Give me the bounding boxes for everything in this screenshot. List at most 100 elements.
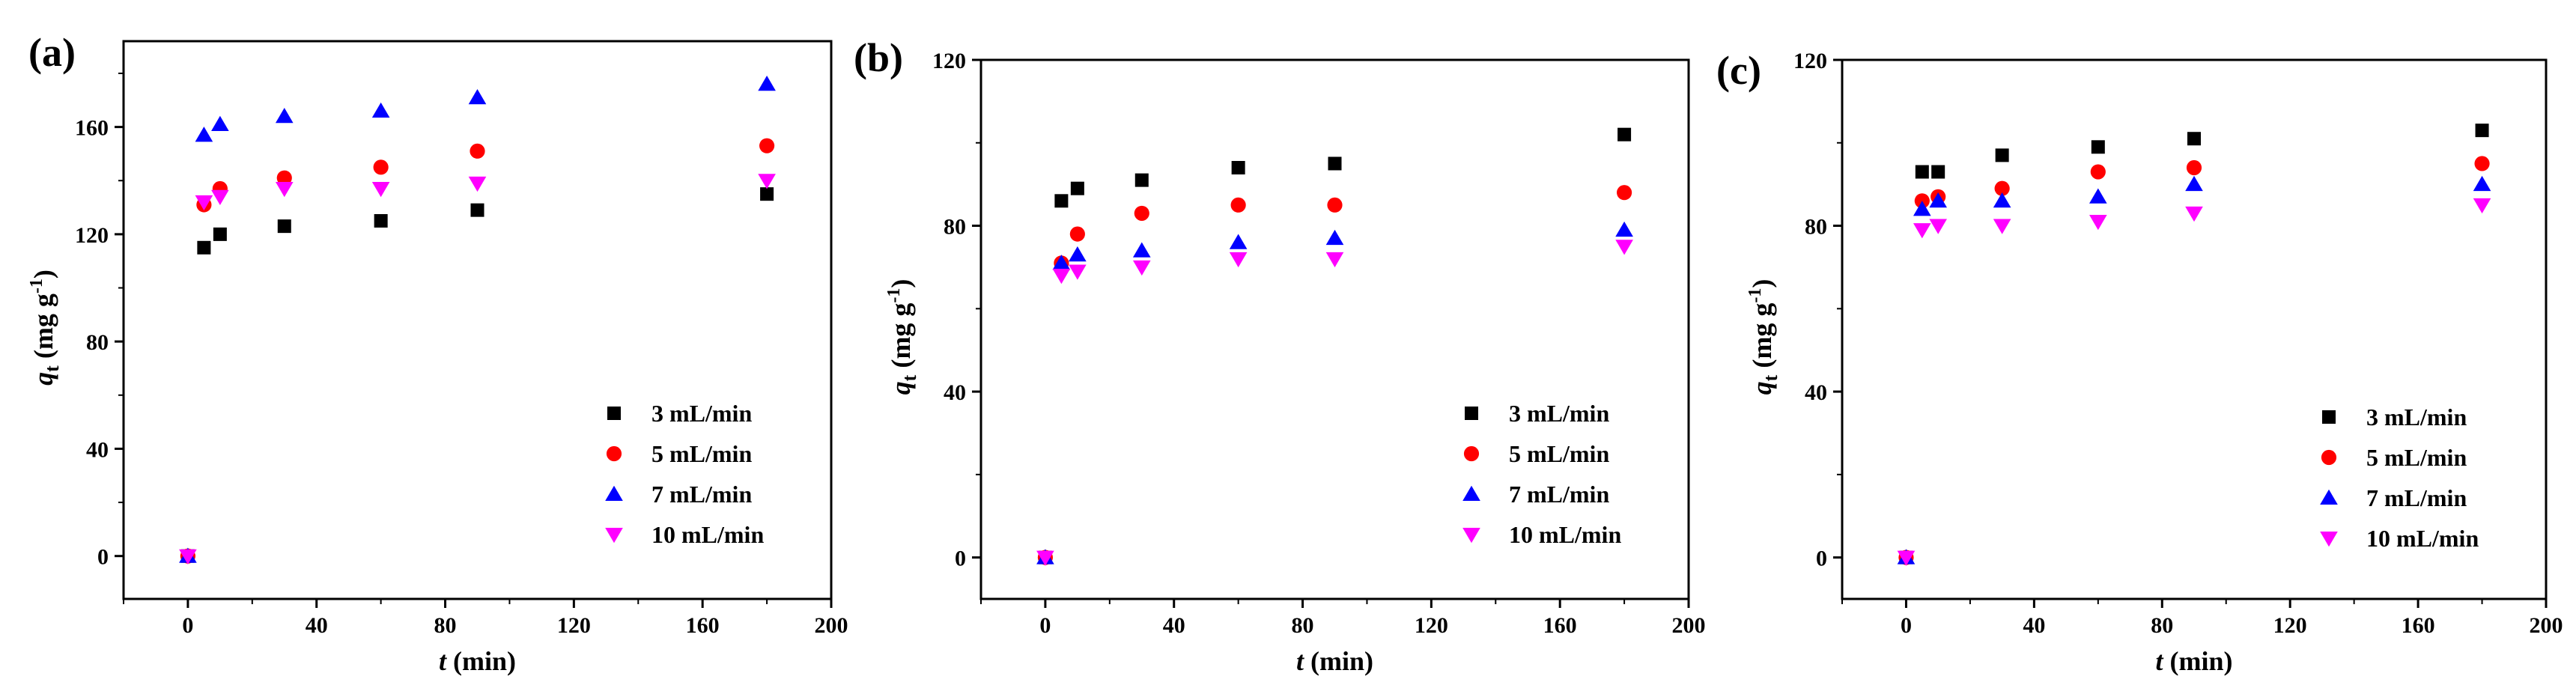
x-tick-label: 200 — [2530, 613, 2563, 638]
x-tick-label: 40 — [306, 613, 328, 638]
data-point — [2090, 164, 2106, 180]
x-tick-label: 80 — [1292, 613, 1314, 638]
data-point — [2475, 124, 2489, 138]
data-point — [1328, 156, 1342, 171]
legend-label: 7 mL/min — [651, 481, 752, 508]
legend-label: 3 mL/min — [1509, 400, 1609, 427]
data-point — [277, 219, 291, 234]
data-point — [1993, 192, 2011, 208]
legend-label: 5 mL/min — [651, 440, 752, 467]
data-point — [758, 76, 776, 91]
legend-marker — [1465, 407, 1478, 420]
data-point — [1070, 181, 1084, 195]
y-tick-label: 40 — [86, 437, 109, 462]
x-tick-label: 160 — [2402, 613, 2435, 638]
chart-panel-2: (b) 0 40 80 120 160 200 0 40 80 120 t (min) qt (mg g… — [854, 35, 1706, 676]
data-point — [470, 203, 484, 217]
x-tick-label: 40 — [1163, 613, 1185, 638]
series-7-ml-min — [1036, 221, 1633, 564]
data-point — [276, 170, 292, 186]
x-tick-label: 80 — [2151, 613, 2173, 638]
data-point — [195, 127, 213, 142]
y-tick-label: 120 — [75, 223, 109, 248]
y-tick-label: 160 — [75, 116, 109, 141]
data-point — [2185, 206, 2203, 222]
chart-panel-3: (c) 0 40 80 120 160 200 0 40 80 120 t (min) qt (mg g… — [1716, 48, 2563, 676]
x-tick-label: 120 — [1415, 613, 1448, 638]
panel-label: (b) — [854, 35, 903, 80]
data-point — [1069, 246, 1087, 262]
data-point — [1052, 255, 1071, 270]
legend-marker — [607, 407, 621, 420]
y-tick-label: 80 — [1805, 215, 1827, 240]
x-tick-label: 200 — [815, 613, 848, 638]
legend-label: 7 mL/min — [1509, 481, 1609, 508]
legend-marker — [605, 485, 623, 501]
y-tick-label: 40 — [944, 380, 966, 405]
series-10-ml-min — [1897, 198, 2491, 566]
legend-marker — [2320, 489, 2338, 505]
x-axis-title: t (min) — [1296, 646, 1373, 676]
y-tick-label: 0 — [955, 547, 966, 571]
legend-label: 7 mL/min — [2366, 484, 2467, 511]
data-point — [2187, 132, 2201, 146]
x-tick-label: 160 — [686, 613, 720, 638]
data-point — [758, 174, 776, 189]
data-point — [374, 213, 388, 228]
series-10-ml-min — [1036, 240, 1633, 566]
y-tick-label: 80 — [944, 215, 966, 240]
data-point — [1325, 252, 1344, 268]
y-tick-label: 120 — [932, 49, 966, 73]
data-point — [1052, 269, 1071, 284]
x-tick-label: 120 — [557, 613, 591, 638]
data-point — [1231, 161, 1245, 174]
legend-marker — [2320, 532, 2338, 547]
legend-label: 3 mL/min — [2366, 404, 2467, 430]
chart-panel-1: (a) 0 40 80 120 160 200 0 40 80 120 160 t (min) qt (m… — [27, 30, 848, 676]
data-point — [371, 102, 390, 118]
legend: 3 mL/min 5 mL/min 7 mL/min 10 mL/min — [605, 400, 764, 548]
y-axis-title: qt (mg g-1) — [1746, 279, 1781, 395]
x-tick-label: 160 — [1543, 613, 1577, 638]
data-point — [195, 195, 213, 211]
series-10-ml-min — [179, 174, 776, 564]
data-point — [1054, 194, 1069, 208]
y-axis-title: qt (mg g-1) — [27, 270, 63, 386]
legend: 3 mL/min 5 mL/min 7 mL/min 10 mL/min — [2320, 404, 2479, 552]
data-point — [1229, 234, 1248, 249]
data-point — [2186, 159, 2202, 176]
data-point — [2473, 175, 2491, 192]
data-point — [1229, 252, 1248, 268]
panel-label: (c) — [1716, 48, 1761, 93]
data-point — [1325, 229, 1344, 246]
data-point — [1993, 219, 2011, 234]
panel-label: (a) — [28, 30, 76, 75]
data-point — [1994, 180, 2010, 196]
legend-marker — [606, 445, 622, 462]
data-point — [1929, 192, 1947, 208]
data-point — [1913, 201, 1931, 216]
x-tick-label: 120 — [2273, 613, 2307, 638]
series-5-ml-min — [180, 138, 775, 564]
y-tick-label: 80 — [86, 330, 109, 355]
data-point — [373, 159, 389, 175]
data-point — [2474, 156, 2490, 171]
data-point — [1615, 240, 1633, 255]
x-tick-label: 200 — [1672, 613, 1706, 638]
legend-marker — [1463, 445, 1480, 462]
data-point — [468, 176, 487, 192]
data-point — [211, 189, 229, 205]
data-point — [371, 181, 390, 198]
plot-frame — [979, 58, 1690, 600]
x-tick-label: 0 — [1901, 613, 1912, 638]
data-point — [1929, 219, 1947, 234]
legend-marker — [2321, 449, 2337, 466]
data-point — [1134, 205, 1149, 222]
data-point — [1134, 173, 1149, 187]
data-point — [1327, 197, 1343, 213]
data-point — [1897, 550, 1916, 566]
data-point — [1995, 148, 2009, 162]
plot-frame — [122, 40, 833, 600]
data-point — [468, 88, 487, 105]
